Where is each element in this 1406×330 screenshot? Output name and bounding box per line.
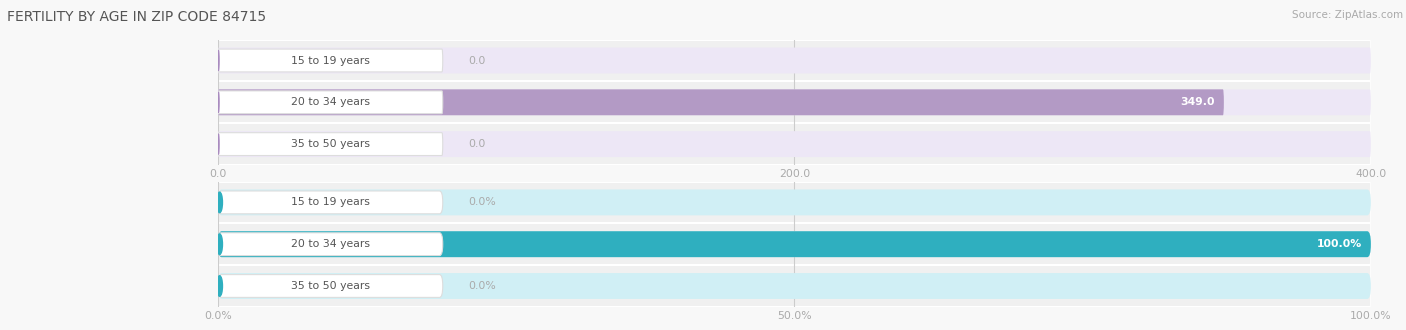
FancyBboxPatch shape — [218, 89, 1223, 115]
Text: 15 to 19 years: 15 to 19 years — [291, 55, 370, 65]
Circle shape — [217, 234, 222, 254]
FancyBboxPatch shape — [218, 91, 443, 114]
Text: 349.0: 349.0 — [1180, 97, 1215, 107]
Text: FERTILITY BY AGE IN ZIP CODE 84715: FERTILITY BY AGE IN ZIP CODE 84715 — [7, 10, 266, 24]
Circle shape — [217, 276, 222, 296]
FancyBboxPatch shape — [218, 40, 1371, 82]
FancyBboxPatch shape — [218, 131, 1371, 157]
Circle shape — [218, 134, 219, 154]
FancyBboxPatch shape — [218, 191, 443, 214]
Text: 15 to 19 years: 15 to 19 years — [291, 197, 370, 207]
Text: Source: ZipAtlas.com: Source: ZipAtlas.com — [1292, 10, 1403, 20]
Text: 20 to 34 years: 20 to 34 years — [291, 97, 370, 107]
Text: 0.0%: 0.0% — [468, 281, 496, 291]
FancyBboxPatch shape — [218, 231, 1371, 257]
Text: 20 to 34 years: 20 to 34 years — [291, 239, 370, 249]
FancyBboxPatch shape — [218, 265, 1371, 307]
FancyBboxPatch shape — [218, 182, 1371, 223]
FancyBboxPatch shape — [218, 133, 443, 155]
Text: 35 to 50 years: 35 to 50 years — [291, 281, 370, 291]
FancyBboxPatch shape — [218, 123, 1371, 165]
FancyBboxPatch shape — [218, 49, 443, 72]
FancyBboxPatch shape — [218, 275, 443, 297]
Circle shape — [218, 92, 219, 113]
Circle shape — [217, 192, 222, 213]
FancyBboxPatch shape — [218, 82, 1371, 123]
FancyBboxPatch shape — [218, 48, 1371, 74]
Text: 0.0: 0.0 — [468, 55, 485, 65]
Text: 35 to 50 years: 35 to 50 years — [291, 139, 370, 149]
FancyBboxPatch shape — [218, 273, 1371, 299]
FancyBboxPatch shape — [218, 233, 443, 256]
FancyBboxPatch shape — [218, 189, 1371, 215]
Circle shape — [218, 50, 219, 71]
Text: 100.0%: 100.0% — [1316, 239, 1361, 249]
FancyBboxPatch shape — [218, 223, 1371, 265]
FancyBboxPatch shape — [218, 231, 1371, 257]
Text: 0.0%: 0.0% — [468, 197, 496, 207]
Text: 0.0: 0.0 — [468, 139, 485, 149]
FancyBboxPatch shape — [218, 89, 1371, 115]
